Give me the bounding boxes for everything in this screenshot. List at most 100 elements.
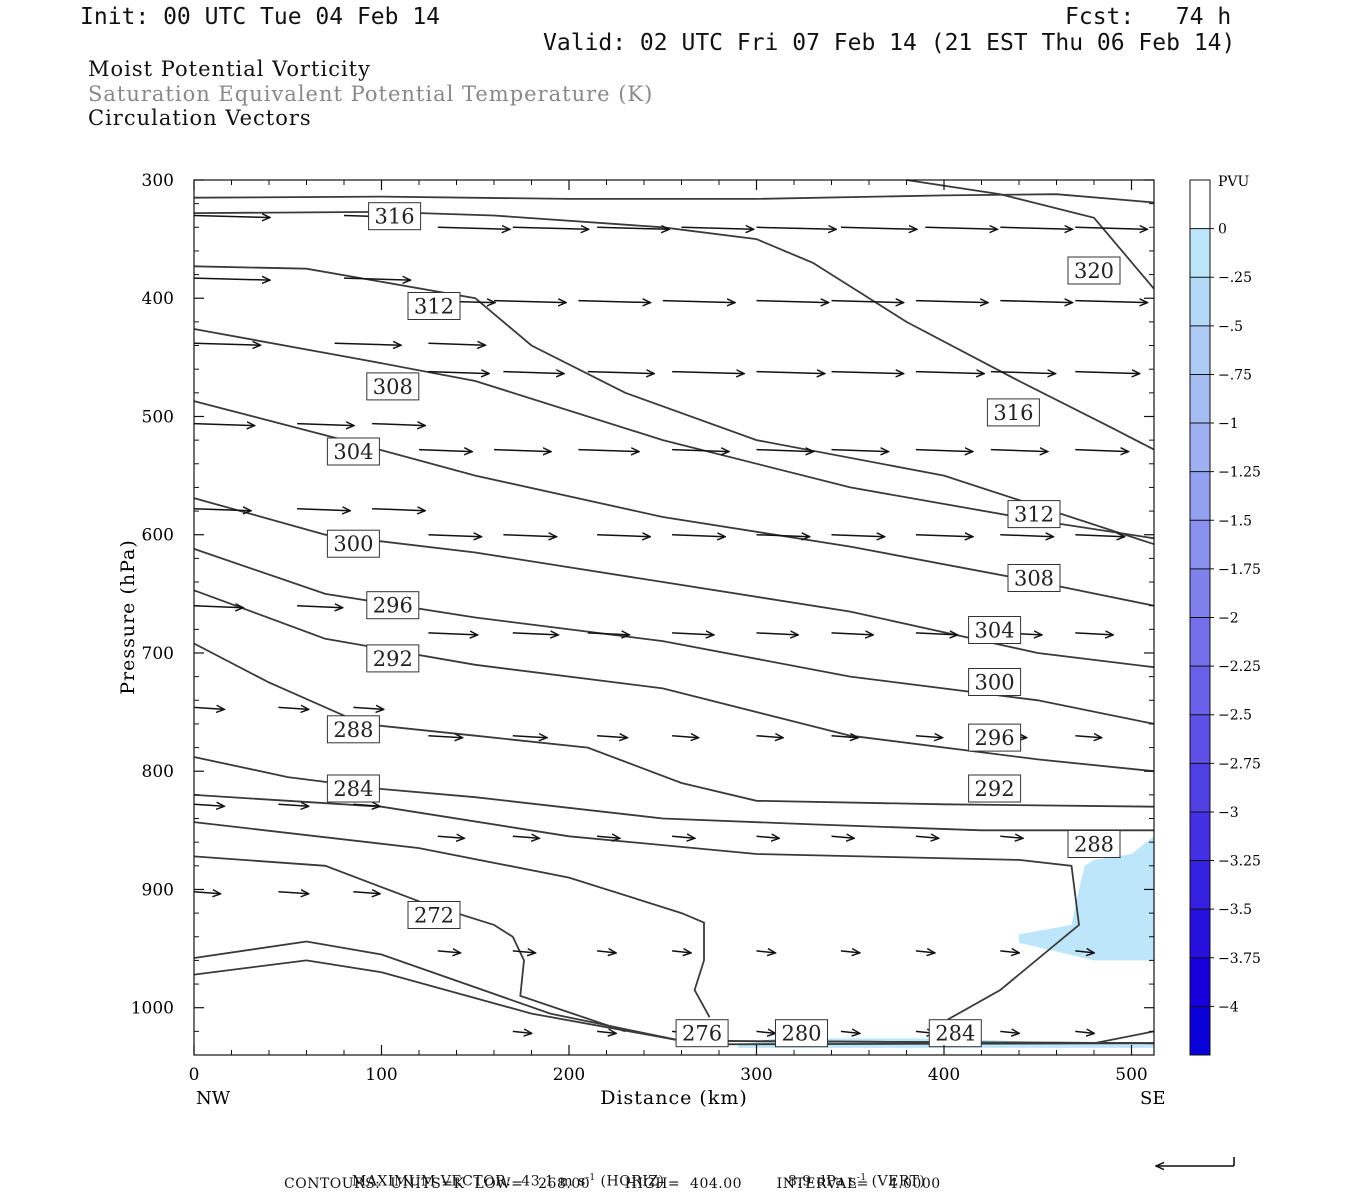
wind-vector bbox=[193, 606, 243, 608]
wind-vector bbox=[672, 736, 699, 738]
contour-276 bbox=[193, 821, 711, 1018]
colorbar-label: −3.5 bbox=[1218, 902, 1252, 918]
wind-vector bbox=[512, 1031, 532, 1033]
colorbar-label: −3 bbox=[1218, 805, 1239, 821]
wind-vector bbox=[587, 372, 655, 374]
colorbar-label: −1 bbox=[1218, 416, 1239, 432]
wind-vector bbox=[840, 951, 860, 953]
wind-vector bbox=[1075, 535, 1124, 537]
wind-vector bbox=[372, 424, 425, 426]
contour-label: 288 bbox=[333, 718, 373, 742]
wind-vector bbox=[831, 301, 904, 303]
y-tick-label: 500 bbox=[142, 407, 174, 427]
wind-vector bbox=[990, 372, 1056, 374]
colorbar-label: −1.25 bbox=[1218, 465, 1261, 481]
wind-vector bbox=[1075, 372, 1140, 374]
wind-vector bbox=[193, 707, 224, 709]
contour-label-box bbox=[986, 398, 1040, 427]
y-tick-label: 1000 bbox=[131, 999, 174, 1019]
wind-vector bbox=[831, 836, 855, 838]
y-axis-label: Pressure (hPa) bbox=[117, 539, 139, 695]
forecast-hour: Fcst: 74 h bbox=[1065, 4, 1232, 30]
contour-label: 272 bbox=[414, 904, 454, 928]
wind-vector bbox=[915, 301, 988, 303]
contour-268a bbox=[193, 940, 1155, 1045]
contour-268b bbox=[193, 959, 1155, 1045]
contour-272 bbox=[193, 855, 626, 1033]
wind-vector bbox=[193, 509, 251, 511]
wind-vector bbox=[1000, 1031, 1019, 1033]
wind-vector bbox=[297, 509, 350, 511]
contour-label: 300 bbox=[333, 532, 373, 556]
wind-vector bbox=[353, 804, 380, 806]
contour-label: 276 bbox=[682, 1022, 722, 1046]
colorbar-swatch bbox=[1190, 325, 1210, 375]
wind-vector bbox=[353, 707, 383, 709]
colorbar-swatch bbox=[1190, 617, 1210, 667]
wind-vector bbox=[428, 372, 489, 374]
x-tick-label: 500 bbox=[1115, 1065, 1147, 1085]
wind-vector bbox=[672, 535, 725, 537]
colorbar-label: −4 bbox=[1218, 999, 1239, 1015]
contour-label-box bbox=[368, 202, 422, 231]
wind-vector bbox=[1000, 227, 1072, 229]
colorbar-swatch bbox=[1190, 811, 1210, 861]
wind-vector bbox=[840, 1031, 860, 1033]
wind-vector bbox=[1000, 836, 1023, 838]
contour-label-box bbox=[928, 1019, 982, 1048]
wind-vector bbox=[503, 372, 564, 374]
wind-vector bbox=[756, 372, 825, 374]
colorbar-label: −1.75 bbox=[1218, 562, 1261, 578]
colorbar-label: −2.75 bbox=[1218, 756, 1261, 772]
wind-vector bbox=[597, 951, 616, 953]
colorbar-swatch bbox=[1190, 471, 1210, 521]
wind-vector bbox=[597, 836, 620, 838]
wind-vector bbox=[672, 450, 729, 452]
wind-vector bbox=[925, 227, 997, 229]
wind-vector bbox=[193, 343, 261, 345]
wind-vector bbox=[672, 951, 691, 953]
contour-label: 284 bbox=[333, 777, 373, 801]
contour-316 bbox=[193, 210, 1155, 451]
contour-312 bbox=[193, 265, 1155, 546]
wind-vector bbox=[587, 633, 630, 635]
contour-label-box bbox=[675, 1019, 729, 1048]
wind-vector bbox=[915, 450, 973, 452]
wind-vector bbox=[756, 951, 776, 953]
colorbar-swatch bbox=[1190, 423, 1210, 473]
contour-label-box bbox=[968, 774, 1022, 803]
x-end-right-label: SE bbox=[1140, 1088, 1165, 1109]
x-tick-label: 0 bbox=[189, 1065, 200, 1085]
colorbar-title: PVU bbox=[1218, 174, 1250, 190]
vert-vector-text: 8.9 dPa s-1 (VERT) bbox=[787, 1173, 926, 1190]
colorbar-label: −.5 bbox=[1218, 319, 1243, 335]
contour-label-box bbox=[1007, 500, 1061, 529]
valid-time: Valid: 02 UTC Fri 07 Feb 14 (21 EST Thu … bbox=[543, 30, 1236, 56]
wind-vector bbox=[493, 450, 551, 452]
wind-vector bbox=[831, 450, 889, 452]
y-tick-label: 300 bbox=[142, 171, 174, 191]
contour-label-box bbox=[366, 591, 420, 620]
wind-vector bbox=[597, 535, 650, 537]
colorbar-swatch bbox=[1190, 1006, 1210, 1056]
wind-vector bbox=[831, 736, 859, 738]
wind-vector bbox=[512, 736, 547, 738]
wind-vector bbox=[831, 535, 885, 537]
contour-ground bbox=[681, 1042, 1155, 1046]
colorbar-label: −2 bbox=[1218, 611, 1239, 627]
wind-vector bbox=[915, 535, 973, 537]
colorbar-swatch bbox=[1190, 374, 1210, 424]
colorbar-label: −3.75 bbox=[1218, 951, 1261, 967]
contour-label: 312 bbox=[414, 295, 454, 319]
contour-288 bbox=[193, 642, 1155, 808]
wind-vector bbox=[278, 707, 308, 709]
wind-vector bbox=[343, 278, 411, 280]
contour-label: 316 bbox=[375, 205, 415, 229]
wind-vector bbox=[915, 736, 943, 738]
contour-label-box bbox=[1007, 564, 1061, 592]
wind-vector bbox=[1000, 301, 1072, 303]
wind-vector bbox=[493, 301, 566, 303]
contour-label-box bbox=[326, 715, 380, 744]
wind-vector bbox=[756, 736, 784, 738]
